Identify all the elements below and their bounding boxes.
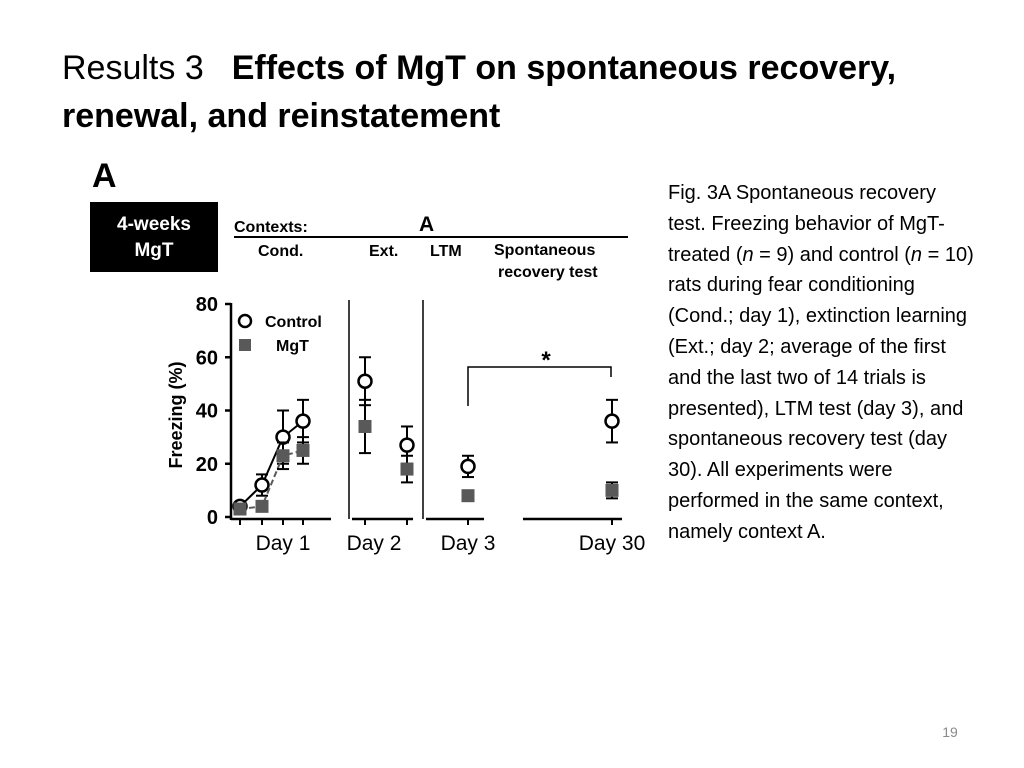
legend-marker-mgt <box>239 339 251 351</box>
data-point-control <box>254 473 270 497</box>
marker-control <box>460 458 476 475</box>
marker-mgt <box>255 499 269 513</box>
title-main: Effects of MgT on spontaneous recovery, … <box>62 49 897 135</box>
phase-ltm: LTM <box>430 243 462 260</box>
data-point-control <box>460 454 476 479</box>
treatment-line-1: 4-weeks <box>117 214 191 235</box>
x-axis: Day 1 Day 2 Day 3 Day 30 <box>231 517 646 555</box>
slide-title: Results 3 Effects of MgT on spontaneous r… <box>62 44 992 140</box>
y-tick-label: 0 <box>207 507 218 529</box>
marker-control <box>399 437 415 453</box>
panel-label: A <box>92 157 117 195</box>
phase-cond: Cond. <box>258 243 303 260</box>
data-point-mgt <box>296 436 310 465</box>
marker-mgt <box>461 489 475 503</box>
chart-svg: A 4-weeks MgT Contexts: A Cond. Ext. LTM… <box>90 157 646 555</box>
marker-control <box>604 413 620 429</box>
marker-control <box>254 477 270 493</box>
legend-marker-control <box>237 313 253 329</box>
plot-area <box>232 356 620 516</box>
y-tick-label: 60 <box>196 347 218 369</box>
page-number: 19 <box>942 724 958 740</box>
marker-control <box>357 373 373 389</box>
series-line-control <box>239 420 304 508</box>
caption-n-symbol: n <box>910 243 923 266</box>
phase-spontaneous: Spontaneous <box>494 242 595 259</box>
data-point-mgt <box>276 441 290 471</box>
data-point-mgt <box>605 481 619 500</box>
data-point-control <box>604 398 620 444</box>
legend-label-control: Control <box>265 314 322 331</box>
y-tick-label: 40 <box>196 401 218 423</box>
data-point-mgt <box>400 454 414 484</box>
marker-control <box>295 413 311 429</box>
data-point-mgt <box>233 502 247 516</box>
marker-mgt <box>296 443 310 457</box>
phase-ext: Ext. <box>369 243 398 260</box>
y-tick-label: 80 <box>196 294 218 316</box>
caption-lead: Fig. 3A Spontaneous recovery test. Freez… <box>668 182 945 266</box>
figure-panel: A 4-weeks MgT Contexts: A Cond. Ext. LTM… <box>86 150 656 570</box>
data-point-mgt <box>255 499 269 513</box>
x-tick-label: Day 2 <box>347 532 402 555</box>
data-point-mgt <box>461 489 475 503</box>
significance-star: * <box>541 347 551 374</box>
contexts-label: Contexts: <box>234 219 308 236</box>
y-tick-label: 20 <box>196 454 218 476</box>
marker-mgt <box>358 419 372 433</box>
significance-bracket <box>467 366 612 406</box>
data-point-mgt <box>358 398 372 455</box>
legend-label-mgt: MgT <box>276 338 309 355</box>
treatment-line-2: MgT <box>134 240 173 261</box>
marker-mgt <box>276 449 290 463</box>
caption-n-mgt: = 9) and control ( <box>753 243 911 266</box>
figure-caption: Fig. 3A Spontaneous recovery test. Freez… <box>668 178 978 548</box>
x-tick-label: Day 1 <box>256 532 311 555</box>
data-point-control <box>357 356 373 407</box>
marker-mgt <box>400 462 414 476</box>
data-point-control <box>295 398 311 444</box>
caption-n-symbol: n <box>742 243 754 266</box>
y-axis: 0 20 40 60 80 <box>196 294 231 529</box>
y-axis-label: Freezing (%) <box>166 361 186 468</box>
context-value: A <box>419 213 434 236</box>
marker-mgt <box>233 502 247 516</box>
series-line-mgt <box>239 449 304 511</box>
x-tick-label: Day 30 <box>579 532 646 555</box>
treatment-box <box>90 202 218 272</box>
marker-mgt <box>605 483 619 497</box>
phase-recovery-test: recovery test <box>498 264 598 281</box>
x-tick-label: Day 3 <box>441 532 496 555</box>
title-prefix: Results 3 <box>62 49 204 87</box>
caption-rest: = 10) rats during fear conditioning (Con… <box>668 243 974 543</box>
